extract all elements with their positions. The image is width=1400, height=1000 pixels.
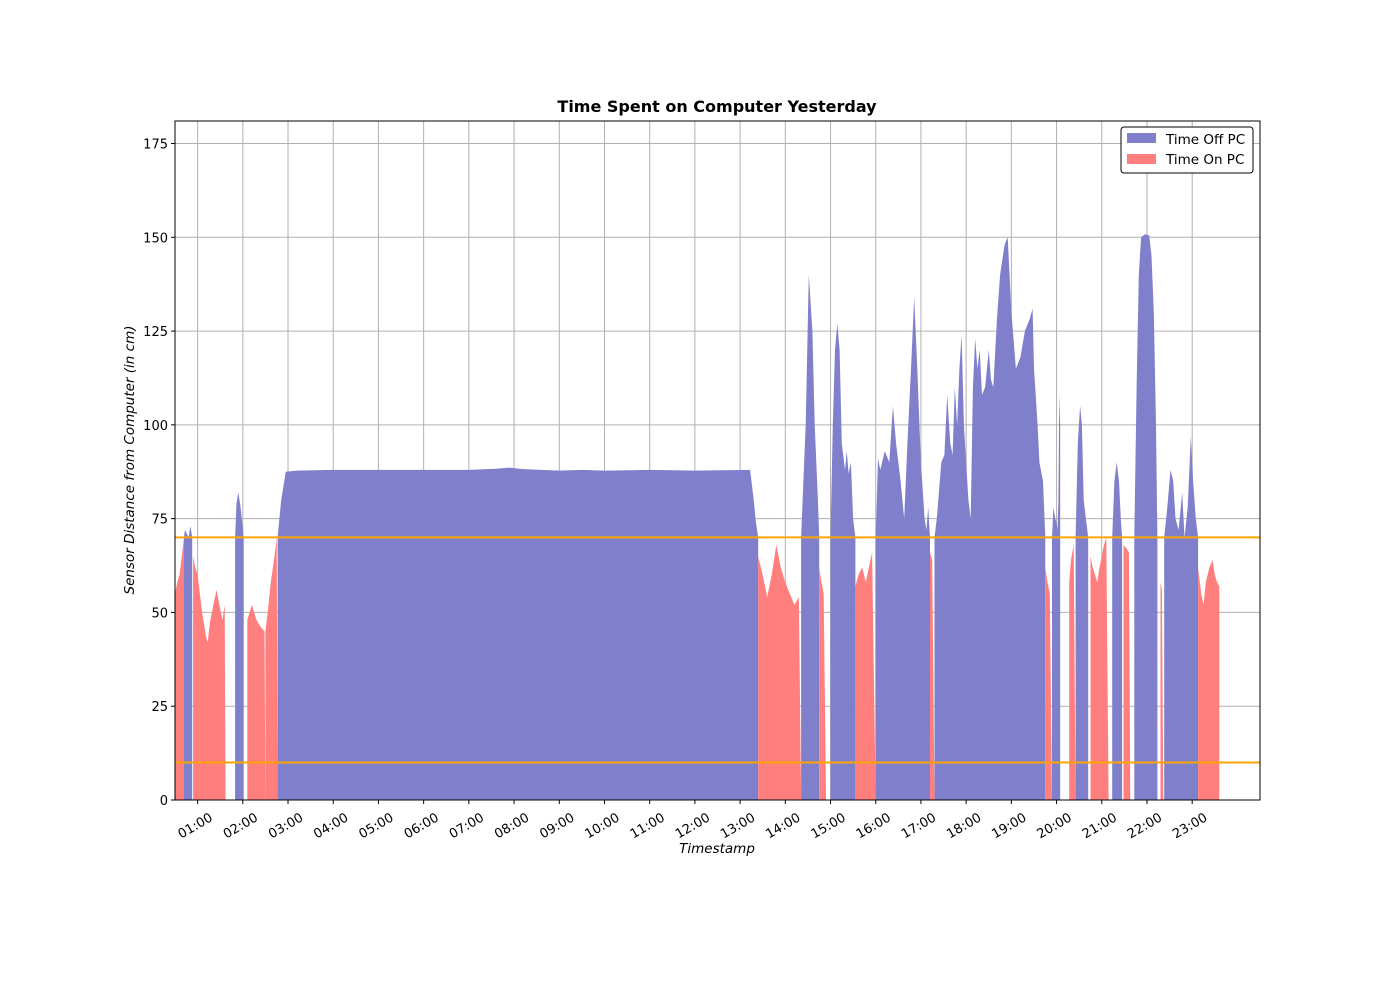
area-time-off-pc-9 xyxy=(1112,462,1123,800)
y-axis-label: Sensor Distance from Computer (in cm) xyxy=(122,326,138,595)
area-time-off-pc-7 xyxy=(1052,394,1061,800)
x-tick-label-2: 03:00 xyxy=(266,810,306,842)
x-tick-label-4: 05:00 xyxy=(356,810,396,842)
area-time-on-pc-8 xyxy=(1045,567,1052,800)
area-time-on-pc-9 xyxy=(1069,544,1076,800)
x-tick-label-8: 09:00 xyxy=(537,810,577,842)
area-time-off-pc-0 xyxy=(184,526,193,800)
area-time-off-pc-11 xyxy=(1164,436,1199,800)
y-tick-label-5: 125 xyxy=(143,325,168,340)
y-tick-label-1: 25 xyxy=(151,700,168,715)
x-tick-label-19: 20:00 xyxy=(1035,810,1075,842)
area-time-off-pc-8 xyxy=(1075,406,1089,800)
x-tick-label-0: 01:00 xyxy=(176,810,216,842)
area-time-off-pc-6 xyxy=(934,237,1046,801)
area-time-on-pc-3 xyxy=(265,537,278,800)
x-tick-label-9: 10:00 xyxy=(583,810,623,842)
series-areas xyxy=(175,234,1220,801)
plot-frame xyxy=(174,120,1261,801)
y-tick-label-0: 0 xyxy=(160,794,168,809)
x-tick-label-13: 14:00 xyxy=(763,810,803,842)
area-time-on-pc-4 xyxy=(758,544,802,800)
x-tick-label-1: 02:00 xyxy=(221,810,261,842)
x-tick-label-18: 19:00 xyxy=(989,810,1029,842)
x-tick-label-21: 22:00 xyxy=(1125,810,1165,842)
area-time-off-pc-5 xyxy=(875,297,930,800)
y-axis-ticks: 0 25 50 75 100 125 150 175 xyxy=(143,138,175,809)
area-time-on-pc-11 xyxy=(1123,544,1131,800)
x-tick-label-20: 21:00 xyxy=(1080,810,1120,842)
area-time-on-pc-10 xyxy=(1090,537,1109,800)
x-tick-label-11: 12:00 xyxy=(673,810,713,842)
area-time-off-pc-10 xyxy=(1134,234,1158,801)
x-tick-label-5: 06:00 xyxy=(402,810,442,842)
area-time-on-pc-5 xyxy=(819,567,826,800)
legend-swatch-time-off xyxy=(1127,133,1156,143)
x-tick-label-7: 08:00 xyxy=(492,810,532,842)
area-time-off-pc-2 xyxy=(277,467,759,800)
area-time-on-pc-6 xyxy=(855,552,876,800)
area-time-on-pc-1 xyxy=(193,556,226,800)
x-tick-label-17: 18:00 xyxy=(944,810,984,842)
area-time-on-pc-0 xyxy=(175,537,184,800)
area-time-on-pc-7 xyxy=(930,552,935,800)
legend-label-time-off: Time Off PC xyxy=(1165,132,1245,148)
area-time-off-pc-4 xyxy=(830,323,856,800)
y-tick-label-2: 50 xyxy=(151,606,168,621)
area-time-on-pc-13 xyxy=(1198,559,1220,800)
y-tick-label-7: 175 xyxy=(143,138,168,153)
x-tick-label-3: 04:00 xyxy=(311,810,351,842)
x-tick-label-6: 07:00 xyxy=(447,810,487,842)
area-time-on-pc-12 xyxy=(1160,582,1164,800)
area-time-on-pc-2 xyxy=(247,604,266,800)
x-axis-label: Timestamp xyxy=(679,841,755,857)
x-tick-label-10: 11:00 xyxy=(628,810,668,842)
x-tick-label-14: 15:00 xyxy=(809,810,849,842)
area-time-off-pc-1 xyxy=(235,492,244,800)
legend-label-time-on: Time On PC xyxy=(1165,152,1244,168)
y-tick-label-4: 100 xyxy=(143,419,168,434)
chart-title: Time Spent on Computer Yesterday xyxy=(557,97,877,116)
legend-swatch-time-on xyxy=(1127,154,1156,164)
x-tick-label-22: 23:00 xyxy=(1170,810,1210,842)
y-tick-label-3: 75 xyxy=(151,513,168,528)
legend: Time Off PC Time On PC xyxy=(1120,126,1254,174)
x-tick-label-15: 16:00 xyxy=(854,810,894,842)
x-axis-ticks: 01:00 02:00 03:00 04:00 05:00 06:00 07:00 08:00… xyxy=(176,800,1210,842)
threshold-lines xyxy=(175,536,1260,764)
x-tick-label-16: 17:00 xyxy=(899,810,939,842)
y-tick-label-6: 150 xyxy=(143,231,168,246)
x-tick-label-12: 13:00 xyxy=(718,810,758,842)
